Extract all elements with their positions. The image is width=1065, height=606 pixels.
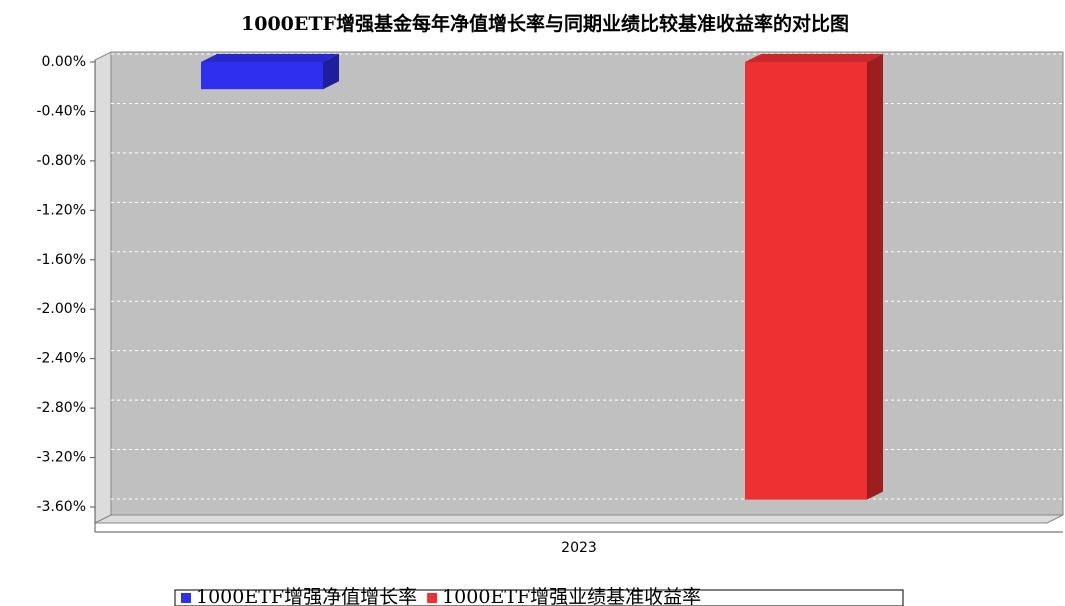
y-tick-label: 0.00% [42,54,86,70]
y-tick-label: -3.60% [36,499,86,515]
legend-swatch [427,593,438,603]
legend-label: 1000ETF增强净值增长率 [196,586,417,606]
bar [745,62,867,500]
bar-side [323,54,339,90]
y-tick-label: -1.20% [36,202,86,218]
y-tick-label: -2.00% [36,301,86,317]
chart-title: 1000ETF增强基金每年净值增长率与同期业绩比较基准收益率的对比图 [241,12,849,35]
x-tick-label: 2023 [561,540,597,556]
y-tick-label: -3.20% [36,450,86,466]
floor [94,514,1064,524]
legend-box [174,589,904,606]
back-wall [110,51,1064,516]
y-tick-label: -1.60% [36,252,86,268]
legend-swatch [181,593,191,603]
y-tick-label: -0.40% [36,103,86,119]
y-tick-label: -2.40% [36,351,86,367]
legend-label: 1000ETF增强业绩基准收益率 [442,586,701,606]
side-wall [94,51,112,524]
bar-top [201,54,339,62]
bar-top [745,54,883,62]
bar-side [867,54,883,500]
y-tick-label: -0.80% [36,153,86,169]
bar [201,62,323,90]
y-tick-label: -2.80% [36,400,86,416]
